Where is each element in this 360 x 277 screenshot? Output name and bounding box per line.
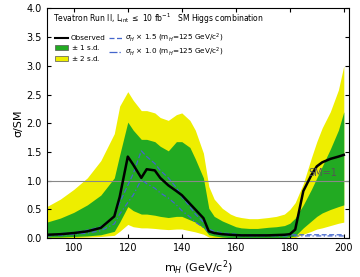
X-axis label: m$_{H}$ (GeV/c$^{2}$): m$_{H}$ (GeV/c$^{2}$) <box>164 259 232 277</box>
Text: Tevatron Run II, L$_{\mathsf{int}}$ $\leq$ 10 fb$^{-1}$   SM Higgs combination: Tevatron Run II, L$_{\mathsf{int}}$ $\le… <box>53 12 264 26</box>
Text: SM=1: SM=1 <box>309 168 337 178</box>
Legend: Observed, $\pm$ 1 s.d., $\pm$ 2 s.d., $\sigma_{H}$ $\times$ 1.5 (m$_{H}$=125 GeV: Observed, $\pm$ 1 s.d., $\pm$ 2 s.d., $\… <box>53 30 225 64</box>
Y-axis label: σ/SM: σ/SM <box>14 109 24 137</box>
